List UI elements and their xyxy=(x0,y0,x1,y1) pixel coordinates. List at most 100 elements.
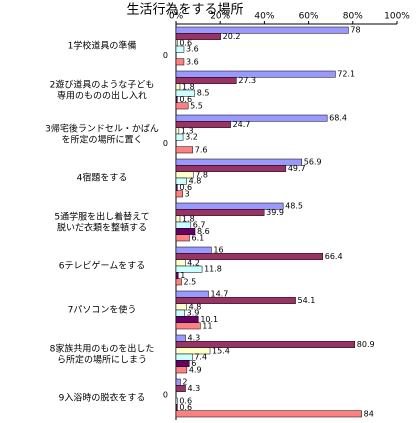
data-label: 27.3 xyxy=(238,76,256,85)
data-label: 15.4 xyxy=(212,346,230,355)
bar xyxy=(175,397,178,405)
data-label: 0 xyxy=(163,51,168,60)
bar xyxy=(175,215,181,223)
bar xyxy=(175,70,336,78)
y-tick-label: 8家族共用のものを出したら所定の場所にしまう xyxy=(50,342,155,365)
bar xyxy=(175,121,231,128)
bar xyxy=(175,259,186,267)
data-label: 3.9 xyxy=(187,309,200,318)
bar xyxy=(175,77,237,84)
x-tick-label: 40% xyxy=(254,12,274,22)
data-label: 3 xyxy=(185,189,190,198)
data-label: 5.5 xyxy=(190,101,203,110)
bar xyxy=(175,177,187,185)
data-label: 72.1 xyxy=(337,70,355,79)
bar xyxy=(175,334,186,342)
data-label: 24.7 xyxy=(233,120,251,129)
data-label: 4.3 xyxy=(188,334,201,343)
bar xyxy=(175,353,193,361)
data-label: 1.8 xyxy=(182,214,195,223)
data-label: 4.8 xyxy=(189,302,202,311)
data-label: 0.6 xyxy=(179,403,192,412)
bar xyxy=(175,26,349,34)
bar xyxy=(175,114,328,122)
data-label: 48.5 xyxy=(285,202,303,211)
x-tick-label: 0% xyxy=(169,12,184,22)
data-label: 1 xyxy=(180,271,185,280)
data-label: 6 xyxy=(191,359,196,368)
data-label: 1.3 xyxy=(181,126,194,135)
bar xyxy=(175,39,178,47)
data-label: 14.7 xyxy=(210,290,228,299)
bar xyxy=(175,385,186,392)
data-label: 84 xyxy=(364,409,374,418)
bar xyxy=(175,297,296,304)
bar xyxy=(175,341,356,348)
data-label: 0 xyxy=(163,390,168,399)
data-label: 6.1 xyxy=(191,233,204,242)
data-label: 2.5 xyxy=(184,277,197,286)
y-tick-label: 2遊び道具のような子ども専用のものの出し入れ xyxy=(50,78,155,101)
data-label: 7.8 xyxy=(195,170,208,179)
data-label: 3.6 xyxy=(186,57,199,66)
data-label: 2 xyxy=(182,378,187,387)
data-label: 4.3 xyxy=(188,384,201,393)
data-label: 11.8 xyxy=(204,265,222,274)
data-label: 8.5 xyxy=(197,89,210,98)
data-label: 56.9 xyxy=(304,158,322,167)
bar xyxy=(175,360,190,367)
bar xyxy=(175,316,199,323)
data-label: 0 xyxy=(163,139,168,148)
data-label: 0.6 xyxy=(179,397,192,406)
data-label: 3.6 xyxy=(186,45,199,54)
bar xyxy=(175,272,179,279)
data-label: 66.4 xyxy=(325,252,343,261)
bar xyxy=(175,366,188,374)
data-label: 54.1 xyxy=(298,296,316,305)
data-label: 39.9 xyxy=(266,208,284,217)
bar xyxy=(175,127,180,135)
data-label: 78 xyxy=(350,26,360,35)
data-label: 1.8 xyxy=(182,82,195,91)
bar xyxy=(175,165,287,172)
bar xyxy=(175,234,190,242)
bar xyxy=(175,347,211,355)
bar xyxy=(175,96,178,103)
data-label: 4.2 xyxy=(187,258,200,267)
bar xyxy=(175,322,201,330)
bar xyxy=(175,45,185,53)
chart-title: 生活行為をする場所 xyxy=(126,2,243,18)
bar xyxy=(175,190,183,198)
data-label: 8.6 xyxy=(197,227,210,236)
bar xyxy=(175,89,196,97)
bar xyxy=(175,133,184,141)
bar xyxy=(175,309,185,317)
data-label: 4.8 xyxy=(189,177,202,186)
x-tick-label: 60% xyxy=(299,12,319,22)
bar xyxy=(175,158,302,166)
bar xyxy=(175,246,212,254)
bar xyxy=(175,278,182,286)
data-label: 20.2 xyxy=(223,32,241,41)
data-label: 68.4 xyxy=(329,114,347,123)
data-label: 80.9 xyxy=(357,340,375,349)
bar xyxy=(175,378,181,386)
bar xyxy=(175,209,265,216)
bar xyxy=(175,33,221,40)
bar xyxy=(175,253,323,260)
x-tick-label: 20% xyxy=(210,12,230,22)
bar xyxy=(175,290,209,298)
bar xyxy=(175,146,194,154)
y-tick-label: 1学校道具の準備 xyxy=(68,40,137,52)
bar xyxy=(175,404,178,411)
data-label: 4.9 xyxy=(189,365,202,374)
bar xyxy=(175,265,203,273)
data-label: 11 xyxy=(202,321,212,330)
data-label: 49.7 xyxy=(288,164,306,173)
data-label: 3.2 xyxy=(185,133,198,142)
data-label: 16 xyxy=(213,246,223,255)
bar xyxy=(175,102,189,110)
y-tick-label: 4宿題をする xyxy=(77,172,128,184)
data-label: 0.6 xyxy=(179,95,192,104)
